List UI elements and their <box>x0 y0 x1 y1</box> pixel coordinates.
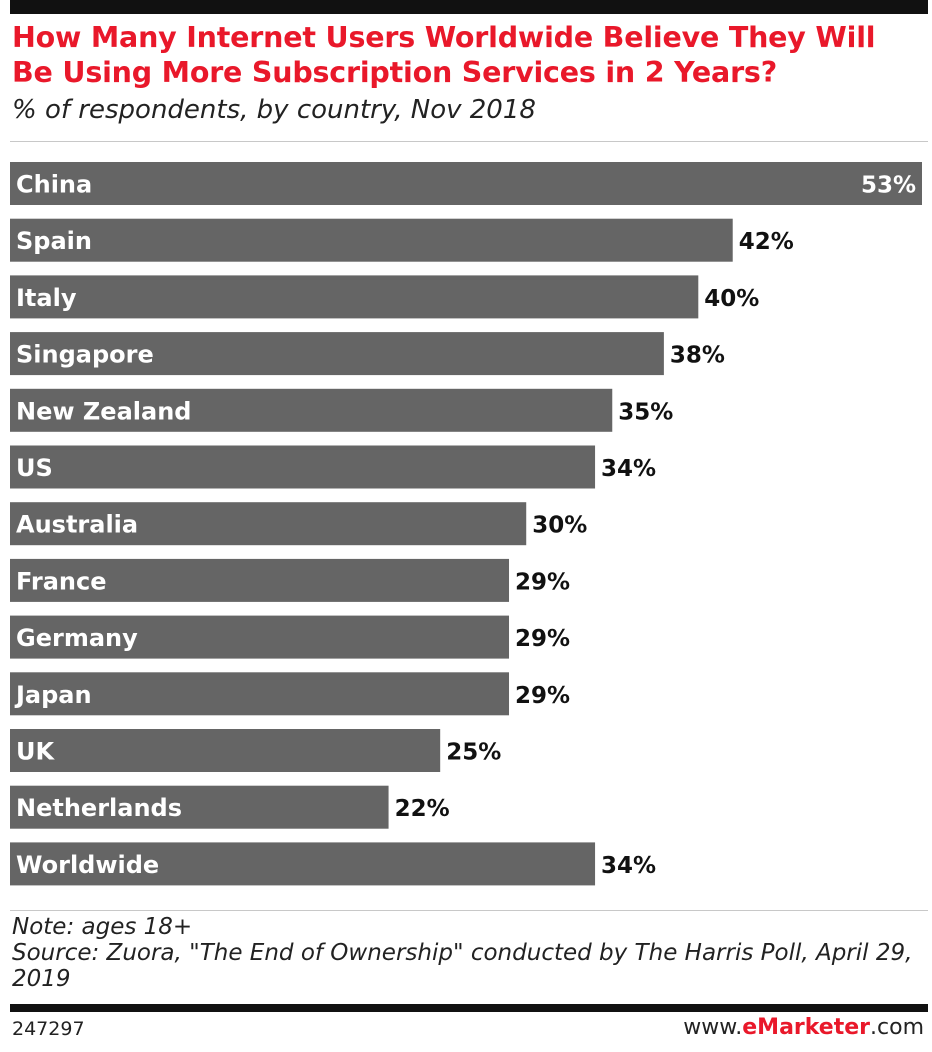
chart-title: How Many Internet Users Worldwide Believ… <box>12 21 876 89</box>
bar-china <box>10 162 922 205</box>
bar-chart: China 53% Spain 42% Italy 40% Singapore 38% New … <box>10 162 922 886</box>
brand-prefix: www. <box>683 1015 743 1040</box>
bar-label-china: China <box>16 171 92 199</box>
brand-name: eMarketer <box>742 1015 871 1040</box>
bar-worldwide <box>10 842 596 886</box>
bar-new-zealand <box>10 388 613 432</box>
source-text: Source: Zuora, "The End of Ownership" co… <box>12 940 913 992</box>
bar-label-japan: Japan <box>14 681 92 709</box>
bar-label-germany: Germany <box>16 624 138 652</box>
bottom-rule <box>10 1004 928 1012</box>
value-label-france: 29% <box>515 569 570 595</box>
notes-divider <box>10 910 928 911</box>
bar-label-worldwide: Worldwide <box>16 851 159 879</box>
note-text: Note: ages 18+ <box>12 914 193 940</box>
bar-australia <box>10 502 527 546</box>
bars: China 53% Spain 42% Italy 40% Singapore 38% New … <box>10 162 922 886</box>
bar-germany <box>10 615 510 659</box>
value-label-spain: 42% <box>739 229 794 255</box>
bar-japan <box>10 672 510 716</box>
bar-spain <box>10 218 733 262</box>
value-label-italy: 40% <box>704 286 759 312</box>
chart-id: 247297 <box>12 1018 85 1040</box>
chart-subtitle: % of respondents, by country, Nov 2018 <box>12 95 536 125</box>
value-label-australia: 30% <box>532 513 587 539</box>
subtitle-divider <box>10 141 928 142</box>
bar-label-singapore: Singapore <box>16 341 154 369</box>
top-rule <box>10 0 928 14</box>
bar-netherlands <box>10 785 389 829</box>
brand-suffix: .com <box>870 1015 924 1040</box>
value-label-netherlands: 22% <box>395 796 450 822</box>
value-label-japan: 29% <box>515 683 570 709</box>
bar-label-spain: Spain <box>16 227 92 255</box>
value-label-china: 53% <box>861 173 916 199</box>
bar-italy <box>10 275 699 319</box>
bar-label-italy: Italy <box>16 284 77 312</box>
value-label-us: 34% <box>601 456 656 482</box>
bar-france <box>10 558 510 602</box>
bar-label-new-zealand: New Zealand <box>16 397 191 425</box>
bar-label-france: France <box>16 567 106 595</box>
bar-us <box>10 445 596 489</box>
bar-label-uk: UK <box>16 738 55 766</box>
bar-label-us: US <box>16 454 53 482</box>
value-label-singapore: 38% <box>670 343 725 369</box>
brand-link[interactable]: www.eMarketer.com <box>683 1015 924 1040</box>
bar-label-australia: Australia <box>16 511 138 539</box>
bar-label-netherlands: Netherlands <box>16 794 182 822</box>
bar-singapore <box>10 332 664 376</box>
value-label-germany: 29% <box>515 626 570 652</box>
notes: Note: ages 18+ Source: Zuora, "The End o… <box>12 914 922 992</box>
bar-uk <box>10 729 441 772</box>
value-label-uk: 25% <box>446 740 501 766</box>
value-label-new-zealand: 35% <box>618 399 673 425</box>
value-label-worldwide: 34% <box>601 853 656 879</box>
